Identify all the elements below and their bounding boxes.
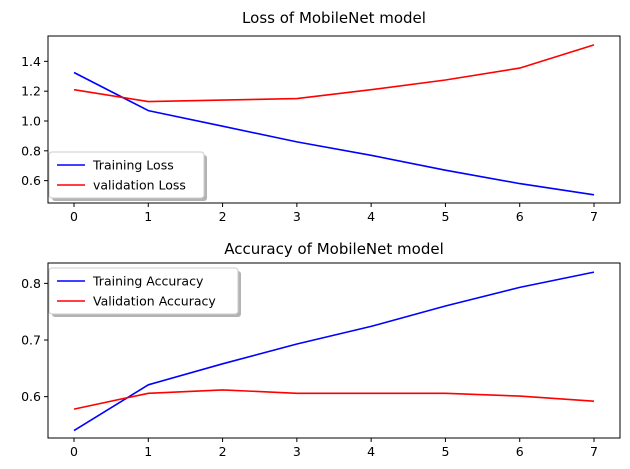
accuracy-series-training-line [73, 271, 595, 432]
accuracy-x-tick-label: 5 [441, 444, 449, 459]
accuracy-x-tick-label: 2 [219, 444, 227, 459]
loss-legend-label: validation Loss [93, 178, 186, 193]
accuracy-legend-box [48, 267, 239, 315]
accuracy-legend-label: Training Accuracy [92, 274, 204, 289]
loss-x-tick-label: 4 [367, 209, 375, 224]
loss-x-tick-label: 1 [144, 209, 152, 224]
accuracy-x-tick-label: 7 [590, 444, 598, 459]
loss-x-tick-label: 7 [590, 209, 598, 224]
accuracy-y-tick-label: 0.7 [21, 333, 41, 348]
loss-y-tick-label: 0.8 [21, 143, 41, 158]
accuracy-axes-frame [47, 262, 621, 439]
loss-series-training-line [73, 71, 595, 196]
loss-x-tick-label: 5 [441, 209, 449, 224]
loss-legend-box [48, 151, 205, 199]
accuracy-x-tick-label: 4 [367, 444, 375, 459]
loss-legend: Training Loss validation Loss [48, 151, 207, 201]
accuracy-legend-label: Validation Accuracy [93, 294, 216, 309]
loss-chart-title: Loss of MobileNet model [242, 9, 426, 27]
loss-axes-frame [47, 35, 621, 204]
accuracy-x-tick-label: 1 [144, 444, 152, 459]
loss-y-tick-label: 1.0 [21, 113, 41, 128]
loss-x-tick-label: 6 [516, 209, 524, 224]
loss-y-tick-label: 1.4 [21, 54, 41, 69]
loss-chart: Loss of MobileNet model 0 1 2 3 4 5 6 7 0.6 0.8 1.0… [21, 9, 621, 224]
accuracy-y-tick-label: 0.6 [21, 389, 41, 404]
loss-x-tick-label: 2 [219, 209, 227, 224]
loss-y-tick-label: 1.2 [21, 84, 41, 99]
accuracy-series-validation-line [73, 389, 595, 410]
accuracy-chart-title: Accuracy of MobileNet model [224, 240, 444, 258]
accuracy-x-tick-label: 6 [516, 444, 524, 459]
accuracy-chart: Accuracy of MobileNet model 0 1 2 3 4 5 6 7 0.6 0.… [21, 240, 621, 459]
accuracy-x-tick-label: 0 [70, 444, 78, 459]
loss-x-tick-label: 3 [293, 209, 301, 224]
accuracy-legend: Training Accuracy Validation Accuracy [48, 267, 241, 317]
loss-legend-label: Training Loss [92, 158, 174, 173]
loss-x-tick-label: 0 [70, 209, 78, 224]
loss-y-tick-label: 0.6 [21, 173, 41, 188]
accuracy-x-tick-label: 3 [293, 444, 301, 459]
accuracy-y-tick-label: 0.8 [21, 276, 41, 291]
loss-series-validation-line [73, 44, 595, 103]
